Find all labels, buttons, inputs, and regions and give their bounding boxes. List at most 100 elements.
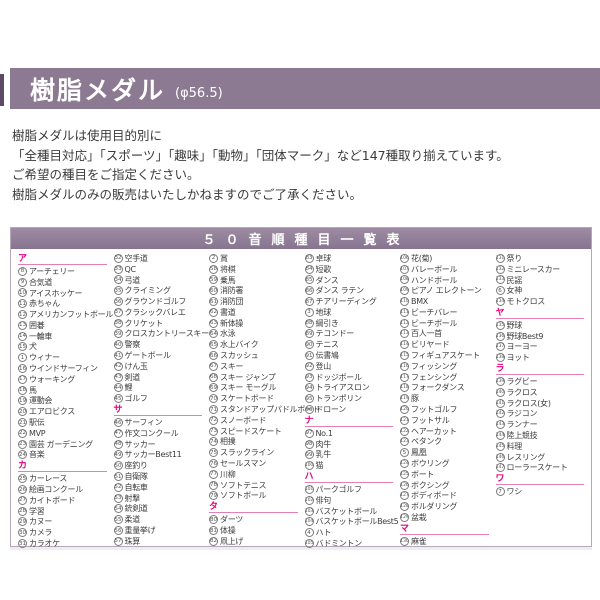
list-item: 57 珠算 [113, 536, 210, 547]
page-edge-accent [0, 74, 4, 106]
item-number: 62 [209, 307, 218, 317]
item-label: No.1 [315, 428, 333, 438]
item-number: 147 [495, 463, 505, 473]
item-label: ヨット [506, 353, 530, 363]
list-item: 82 凧上げ [209, 536, 305, 547]
section-letter: ワ [495, 474, 505, 485]
item-label: 犬 [29, 342, 37, 352]
list-item: 10 アイスホッケー [18, 288, 114, 299]
item-label: 盆栽 [411, 513, 427, 523]
item-label: 自転車 [124, 482, 148, 492]
list-item: 3 地球 [304, 307, 401, 318]
list-item: 34 弓道 [113, 275, 210, 286]
item-number: 94 [304, 383, 314, 393]
item-label: 音楽 [29, 450, 45, 460]
item-label: ミニレースカー [506, 264, 561, 274]
item-number: 130 [400, 536, 409, 546]
item-number: 102 [304, 495, 314, 505]
item-number: 44 [113, 383, 123, 393]
list-item: 87 チアリーディング [304, 296, 401, 307]
item-number: 91 [304, 351, 314, 361]
list-item: 40 警察 [113, 339, 210, 350]
item-number: 32 [113, 253, 123, 263]
item-label: 絵画コンクール [29, 485, 83, 495]
list-item: 24 音楽 [18, 450, 114, 461]
item-label: 鳳凰 [411, 448, 427, 458]
list-item: 115 フィギュアスケート [400, 350, 496, 361]
item-label: 川柳 [220, 469, 236, 479]
item-number: 117 [400, 372, 409, 382]
list-item: 30 カメラ [18, 527, 114, 538]
item-label: 合気道 [29, 277, 53, 287]
item-number: 67 [209, 361, 218, 371]
item-number: 53 [113, 493, 123, 503]
item-number: 83 [304, 253, 314, 263]
list-item: 94 トライアスロン [304, 383, 401, 394]
list-item: 132 ミニレースカー [495, 264, 592, 275]
list-item: 9 合気道 [18, 277, 114, 288]
item-label: レスリング [506, 452, 546, 462]
item-number: 41 [113, 351, 123, 361]
list-item: 62 書道 [209, 307, 305, 318]
list-item: 85 ダンス [304, 275, 401, 286]
item-number: 128 [400, 502, 409, 512]
item-label: 囲碁 [29, 320, 45, 330]
item-label: 銃剣道 [124, 504, 148, 514]
list-item: 45 ゴルフ [113, 393, 210, 404]
list-item: 142 ラジコン [495, 409, 592, 420]
list-item: 110 BMX [400, 296, 496, 307]
item-label: ラクロス [506, 387, 538, 397]
list-item: 141 ラクロス(女) [495, 398, 592, 409]
list-item: 118 フォークダンス [400, 383, 496, 394]
item-number: 74 [209, 437, 218, 447]
list-item: 54 銃剣道 [113, 504, 210, 515]
item-number: 136 [495, 331, 505, 341]
item-number: 13 [18, 320, 27, 330]
item-number: 105 [304, 539, 314, 549]
item-label: スタンドアップパドルボード [220, 405, 321, 415]
item-label: スキー [220, 361, 244, 371]
list-item: 48 サッカー [113, 439, 210, 450]
list-item: 100 猫 [304, 460, 401, 471]
item-label: 自衛隊 [124, 472, 148, 482]
item-number: 64 [209, 329, 218, 339]
list-item: 136 野球Best9 [495, 331, 592, 342]
list-item: 27 カイトボード [18, 495, 114, 506]
section-letter: ハ [304, 472, 314, 483]
item-number: 114 [400, 340, 409, 350]
item-label: 肉牛 [315, 439, 332, 449]
item-number: 3 [304, 307, 314, 317]
item-label: フォークダンス [411, 383, 465, 393]
item-number: 143 [495, 420, 505, 430]
item-number: 81 [209, 526, 218, 536]
item-label: 射撃 [124, 493, 141, 503]
item-number: 16 [18, 364, 27, 374]
item-number: 20 [18, 407, 27, 417]
item-label: 麻雀 [411, 536, 427, 546]
item-label: ランナー [506, 420, 538, 430]
description-line: 「全種目対応」「スポーツ」「趣味」「動物」「団体マーク」など147種取り揃えてい… [12, 147, 509, 163]
list-item: 11 赤ちゃん [18, 298, 114, 309]
item-label: 空手道 [124, 253, 148, 263]
item-label: スラックライン [220, 448, 274, 458]
item-label: クロスカントリースキー [124, 329, 210, 339]
table-column-5: 106 花(菊) 107 バレーボール 108 ハンドボール 109 ピアノ エレクトーン 11… [400, 253, 496, 547]
item-label: 賞 [220, 253, 228, 263]
section-letter: ア [18, 254, 28, 264]
list-item: 130 麻雀 [400, 536, 496, 547]
item-label: アメリカンフットボール [29, 310, 114, 320]
list-item: 12 アメリカンフットボール [18, 309, 114, 320]
item-label: 俳句 [315, 495, 332, 505]
list-item: 46 サーフィン [113, 417, 210, 428]
item-label: スキー モーグル [220, 383, 277, 393]
item-label: 百人一首 [411, 329, 442, 339]
item-number: 12 [18, 310, 27, 320]
item-number: 52 [113, 482, 123, 492]
item-number: 1 [18, 353, 27, 363]
item-number: 116 [400, 361, 409, 371]
item-number: 135 [495, 320, 505, 330]
item-number: 57 [113, 536, 123, 546]
item-label: スケートボード [220, 394, 274, 404]
item-number: 71 [209, 405, 218, 415]
item-number: 61 [209, 297, 218, 307]
